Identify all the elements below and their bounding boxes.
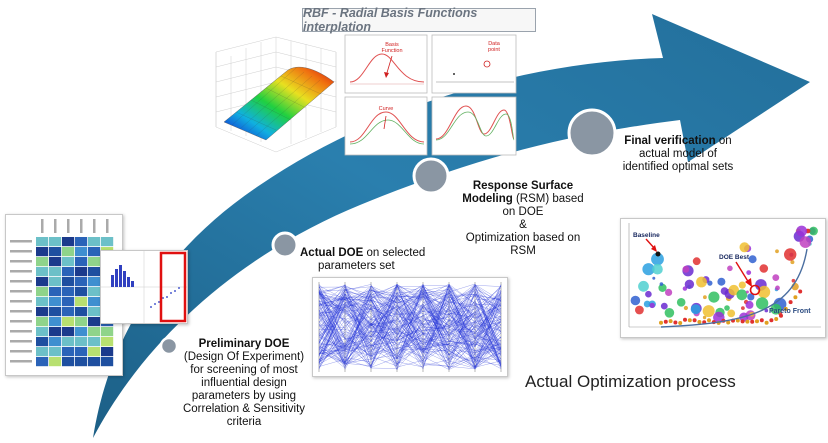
step-1-preliminary-doe: Preliminary DOE (Design Of Experiment) f… <box>174 338 314 429</box>
step-3-line-1: (RSM) based <box>515 193 584 205</box>
step-3-rsm: Response Surface Modeling (RSM) based on… <box>448 180 598 258</box>
step-1-line-5: Correlation & Sensitivity <box>182 403 306 415</box>
step-1-line-3: influential design <box>201 377 287 389</box>
step-2-line-1: on selected <box>366 247 426 259</box>
step-2-line-2: parameters set <box>318 260 395 272</box>
rbf-title: RBF - Radial Basis Functions interplatio… <box>302 6 536 34</box>
pareto-scatter-plot: Pareto Front Baseline DOE Best <box>620 218 826 338</box>
step-4-final-verification: Final verification on actual model of id… <box>608 135 748 174</box>
process-label: Actual Optimization process <box>525 372 736 391</box>
step-1-line-2: for screening of most <box>190 364 298 376</box>
pareto-front-label: Pareto Front <box>769 308 811 315</box>
step-1-line-1: (Design Of Experiment) <box>183 351 305 363</box>
step-1-line-4: parameters by using <box>191 390 297 402</box>
step-3-line-2: on DOE <box>502 206 544 218</box>
step-node-3[interactable] <box>412 157 450 195</box>
rbf-basis-label-1: Basis <box>385 42 399 48</box>
step-2-title: Actual DOE <box>300 247 364 259</box>
doe-best-label: DOE Best <box>719 254 750 261</box>
step-node-1[interactable] <box>159 336 179 356</box>
sensitivity-scatter-panel <box>100 250 188 324</box>
step-2-actual-doe: Actual DOE on selected parameters set <box>300 247 450 273</box>
parallel-coordinates-plot <box>312 277 508 377</box>
process-arrow <box>93 14 810 438</box>
step-node-2[interactable] <box>271 231 299 259</box>
doe-best-marker <box>749 284 761 296</box>
step-4-line-1: on <box>718 135 732 147</box>
step-4-title: Final verification <box>624 135 716 147</box>
rbf-data-label-2: point <box>488 47 500 53</box>
baseline-label: Baseline <box>633 232 660 239</box>
step-node-4[interactable] <box>567 108 617 158</box>
rbf-data-label-1: Data <box>488 41 501 47</box>
step-3-title-1: Response Surface <box>472 180 574 192</box>
step-3-extra-1: Optimization based on <box>465 232 581 244</box>
step-3-title-2: Modeling <box>462 193 513 205</box>
highlight-box <box>159 251 187 323</box>
response-surface-plot <box>206 32 346 157</box>
step-3-ampersand: & <box>519 219 527 231</box>
step-4-line-3: identified optimal sets <box>622 161 734 173</box>
rbf-basis-label-2: Function <box>381 48 402 54</box>
step-3-extra-2: RSM <box>510 245 536 257</box>
step-4-line-2: actual model of <box>639 148 717 160</box>
pareto-front-curve <box>660 248 808 328</box>
rbf-illustration-panels: Basis Function Data point Curve <box>344 34 518 158</box>
step-1-title: Preliminary DOE <box>198 338 290 350</box>
rbf-curve-label: Curve <box>379 106 394 112</box>
step-1-line-6: criteria <box>226 416 262 428</box>
